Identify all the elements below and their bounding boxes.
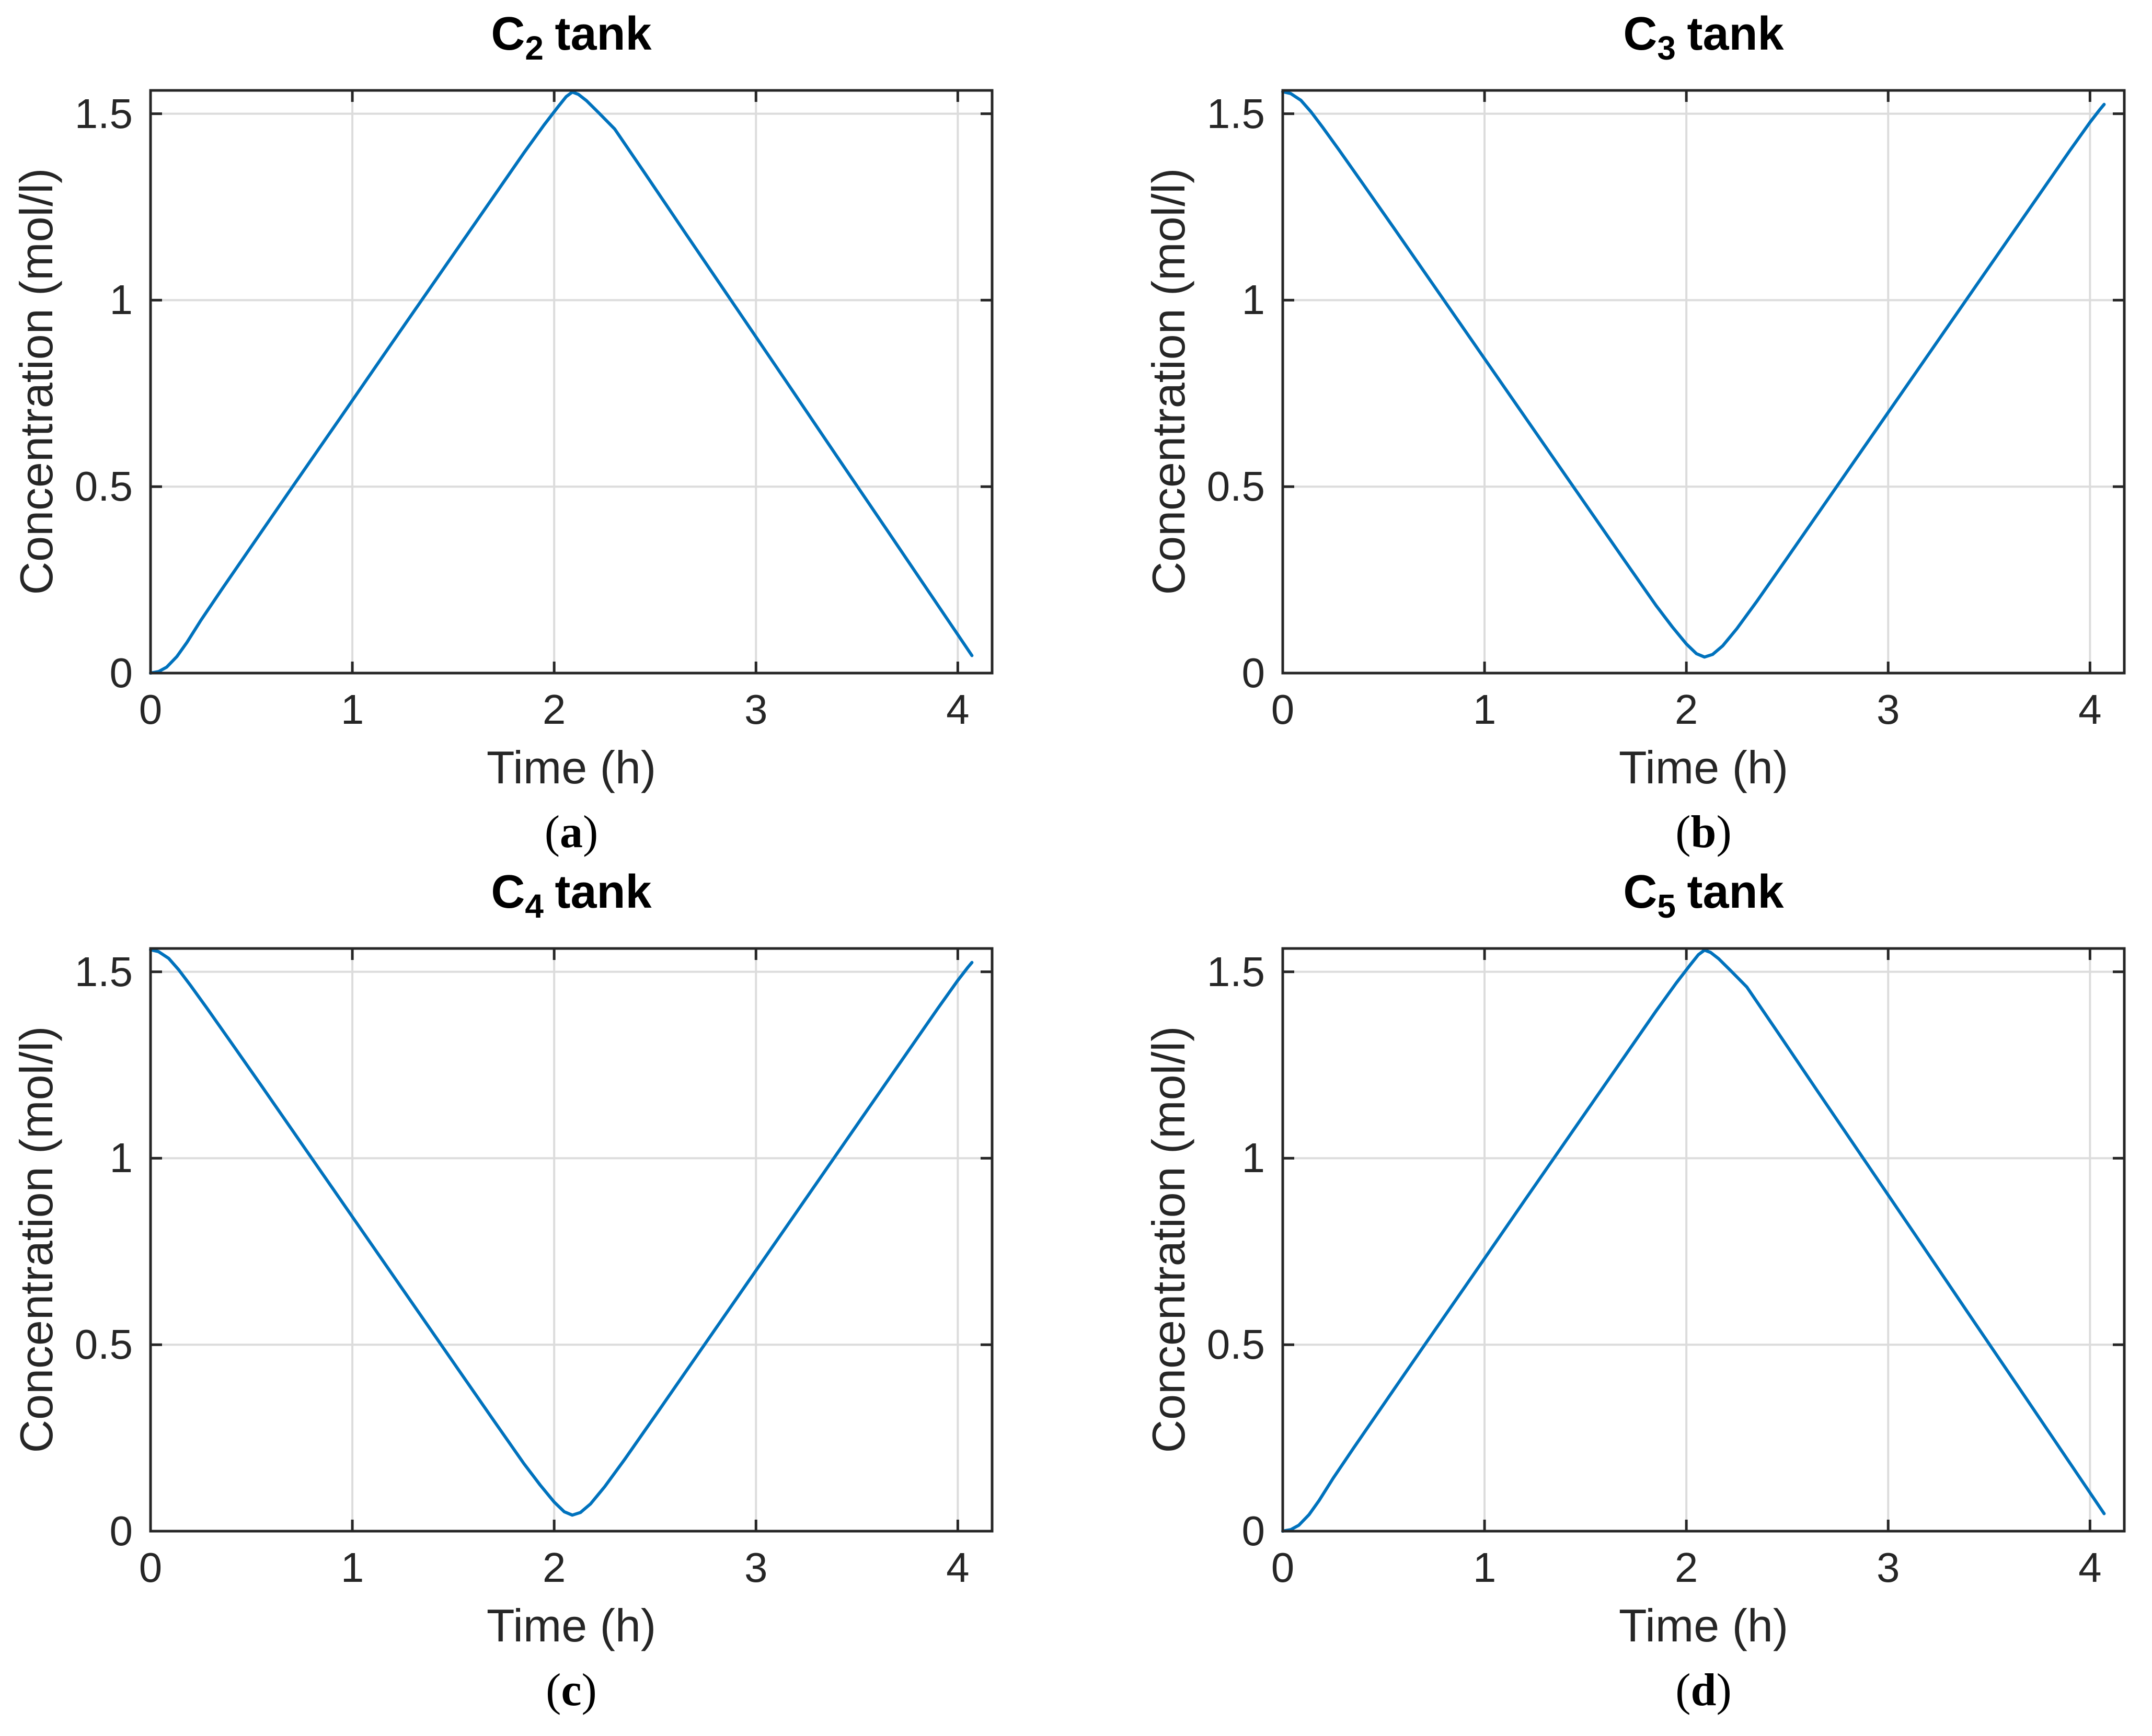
x-tick-label: 2: [542, 1544, 566, 1591]
x-tick-label: 3: [1877, 1544, 1900, 1591]
caption-letter: a: [560, 807, 583, 858]
caption-letter: d: [1690, 1665, 1717, 1716]
plot-area: [1281, 947, 2126, 1533]
x-tick-label: 4: [2078, 686, 2102, 733]
chart-title-base: C: [491, 866, 525, 918]
series-line: [1281, 90, 2106, 659]
x-tick-label: 2: [542, 686, 566, 733]
y-tick-label: 1.5: [1206, 90, 1265, 137]
x-tick-label: 4: [946, 1544, 970, 1591]
y-tick-label: 0: [1241, 650, 1265, 696]
axes-box: [149, 89, 994, 675]
chart-title-base: C: [491, 8, 525, 60]
chart-title-subscript: 3: [1657, 29, 1676, 67]
axes-box: [1281, 89, 2126, 675]
x-axis-label: Time (h): [1618, 1600, 1789, 1651]
subplot-caption: (a): [151, 807, 992, 858]
chart-title: C5 tank: [1283, 865, 2124, 926]
x-tick-label: 0: [139, 686, 163, 733]
chart-title-subscript: 4: [525, 887, 544, 925]
chart-title-subscript: 2: [525, 29, 544, 67]
subplot-c4-tank: C4 tank Concentration (mol/l) Time (h) (c…: [0, 858, 1132, 1736]
x-tick-label: 4: [2078, 1544, 2102, 1591]
series-line: [149, 948, 974, 1517]
y-tick-label: 1.5: [1206, 948, 1265, 995]
subplot-c5-tank: C5 tank Concentration (mol/l) Time (h) (d…: [1132, 858, 2152, 1736]
axes-box: [149, 947, 994, 1533]
chart-title-rest: tank: [555, 8, 652, 60]
chart-title: C3 tank: [1283, 7, 2124, 68]
x-tick-label: 0: [1271, 686, 1295, 733]
x-tick-label: 2: [1674, 1544, 1698, 1591]
x-tick-label: 0: [139, 1544, 163, 1591]
y-tick-label: 0.5: [1206, 463, 1265, 510]
x-tick-label: 0: [1271, 1544, 1295, 1591]
x-axis-label: Time (h): [486, 1600, 657, 1651]
caption-paren-close: ): [583, 807, 599, 858]
y-axis-label: Concentration (mol/l): [10, 168, 62, 595]
y-tick-label: 0: [109, 1508, 133, 1554]
x-axis-label: Time (h): [1618, 742, 1789, 793]
x-tick-label: 3: [744, 1544, 768, 1591]
series-line: [1281, 948, 2106, 1533]
caption-paren-open: (: [1675, 807, 1691, 858]
y-tick-label: 0.5: [1206, 1321, 1265, 1368]
x-tick-label: 3: [1877, 686, 1900, 733]
subplot-caption: (b): [1283, 807, 2124, 858]
chart-title-rest: tank: [1687, 866, 1784, 918]
y-tick-label: 1: [109, 1135, 133, 1182]
plot-area: [1281, 89, 2126, 675]
x-tick-label: 2: [1674, 686, 1698, 733]
caption-paren-open: (: [1675, 1665, 1691, 1716]
y-tick-label: 1: [1241, 1135, 1265, 1182]
x-tick-label: 3: [744, 686, 768, 733]
x-tick-label: 1: [340, 686, 364, 733]
x-axis-label: Time (h): [486, 742, 657, 793]
chart-title-subscript: 5: [1657, 887, 1676, 925]
x-tick-label: 1: [340, 1544, 364, 1591]
chart-title-rest: tank: [555, 866, 652, 918]
y-axis-label: Concentration (mol/l): [1143, 168, 1194, 595]
x-tick-label: 1: [1472, 1544, 1497, 1591]
subplot-caption: (d): [1283, 1665, 2124, 1716]
chart-title-rest: tank: [1687, 8, 1784, 60]
y-axis-label: Concentration (mol/l): [10, 1026, 62, 1453]
y-tick-label: 0.5: [74, 1321, 133, 1368]
caption-paren-open: (: [544, 807, 560, 858]
chart-title-base: C: [1623, 866, 1658, 918]
subplot-c3-tank: C3 tank Concentration (mol/l) Time (h) (b…: [1132, 0, 2152, 858]
y-tick-label: 0: [109, 650, 133, 696]
y-tick-label: 1.5: [74, 90, 133, 137]
subplot-caption: (c): [151, 1665, 992, 1716]
caption-paren-close: ): [1716, 807, 1732, 858]
plot-area: [149, 89, 994, 675]
chart-title: C4 tank: [151, 865, 992, 926]
caption-paren-open: (: [546, 1665, 561, 1716]
caption-letter: c: [561, 1665, 582, 1716]
y-tick-label: 0: [1241, 1508, 1265, 1554]
x-tick-label: 4: [946, 686, 970, 733]
caption-paren-close: ): [581, 1665, 597, 1716]
chart-title: C2 tank: [151, 7, 992, 68]
y-tick-label: 1: [109, 276, 133, 323]
caption-letter: b: [1690, 807, 1717, 858]
x-tick-label: 1: [1472, 686, 1497, 733]
plot-area: [149, 947, 994, 1533]
caption-paren-close: ): [1716, 1665, 1732, 1716]
subplot-c2-tank: C2 tank Concentration (mol/l) Time (h) (a…: [0, 0, 1132, 858]
y-tick-label: 0.5: [74, 463, 133, 510]
axes-box: [1281, 947, 2126, 1533]
y-axis-label: Concentration (mol/l): [1143, 1026, 1194, 1453]
series-line: [149, 90, 974, 675]
chart-title-base: C: [1623, 8, 1658, 60]
y-tick-label: 1.5: [74, 948, 133, 995]
y-tick-label: 1: [1241, 276, 1265, 323]
